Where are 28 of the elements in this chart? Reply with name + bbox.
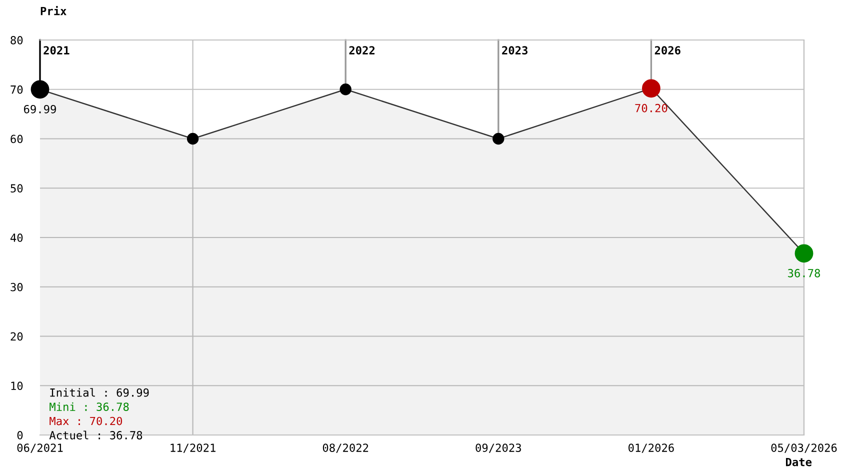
ref-line-label: 2022 [349,46,374,55]
y-axis-title: Prix [40,6,66,16]
annotation: Max : 70.20 [50,416,122,426]
y-tick-label: 30 [10,282,23,292]
x-tick-label: 11/2021 [170,444,216,453]
y-tick-label: 60 [10,134,23,144]
y-tick-label: 40 [10,234,23,242]
data-label: 70.20 [635,104,668,112]
y-tick-label: 20 [10,332,23,341]
data-label: 36.78 [788,268,820,278]
x-axis-title: Date [786,458,812,466]
x-tick-label: 01/2026 [628,444,674,453]
ref-line-label: 2026 [654,46,680,55]
data-label: 69.99 [24,104,56,114]
ref-line-label: 2023 [502,46,528,55]
y-tick-label: 80 [10,36,23,44]
annotation: Initial : 69.99 [50,388,149,397]
y-tick-label: 10 [11,382,23,390]
x-tick-label: 05/03/2026 [771,444,837,453]
annotation: Mini : 36.78 [50,402,129,411]
y-tick-label: 50 [10,184,23,193]
y-tick-label: 0 [17,431,23,440]
ref-line-label: 2021 [44,46,70,55]
x-tick-label: 08/2022 [322,444,368,453]
y-tick-label: 70 [10,85,23,94]
x-tick-label: 06/2021 [17,444,63,453]
x-tick-label: 09/2023 [476,444,521,453]
annotation: Actuel : 36.78 [49,430,142,440]
